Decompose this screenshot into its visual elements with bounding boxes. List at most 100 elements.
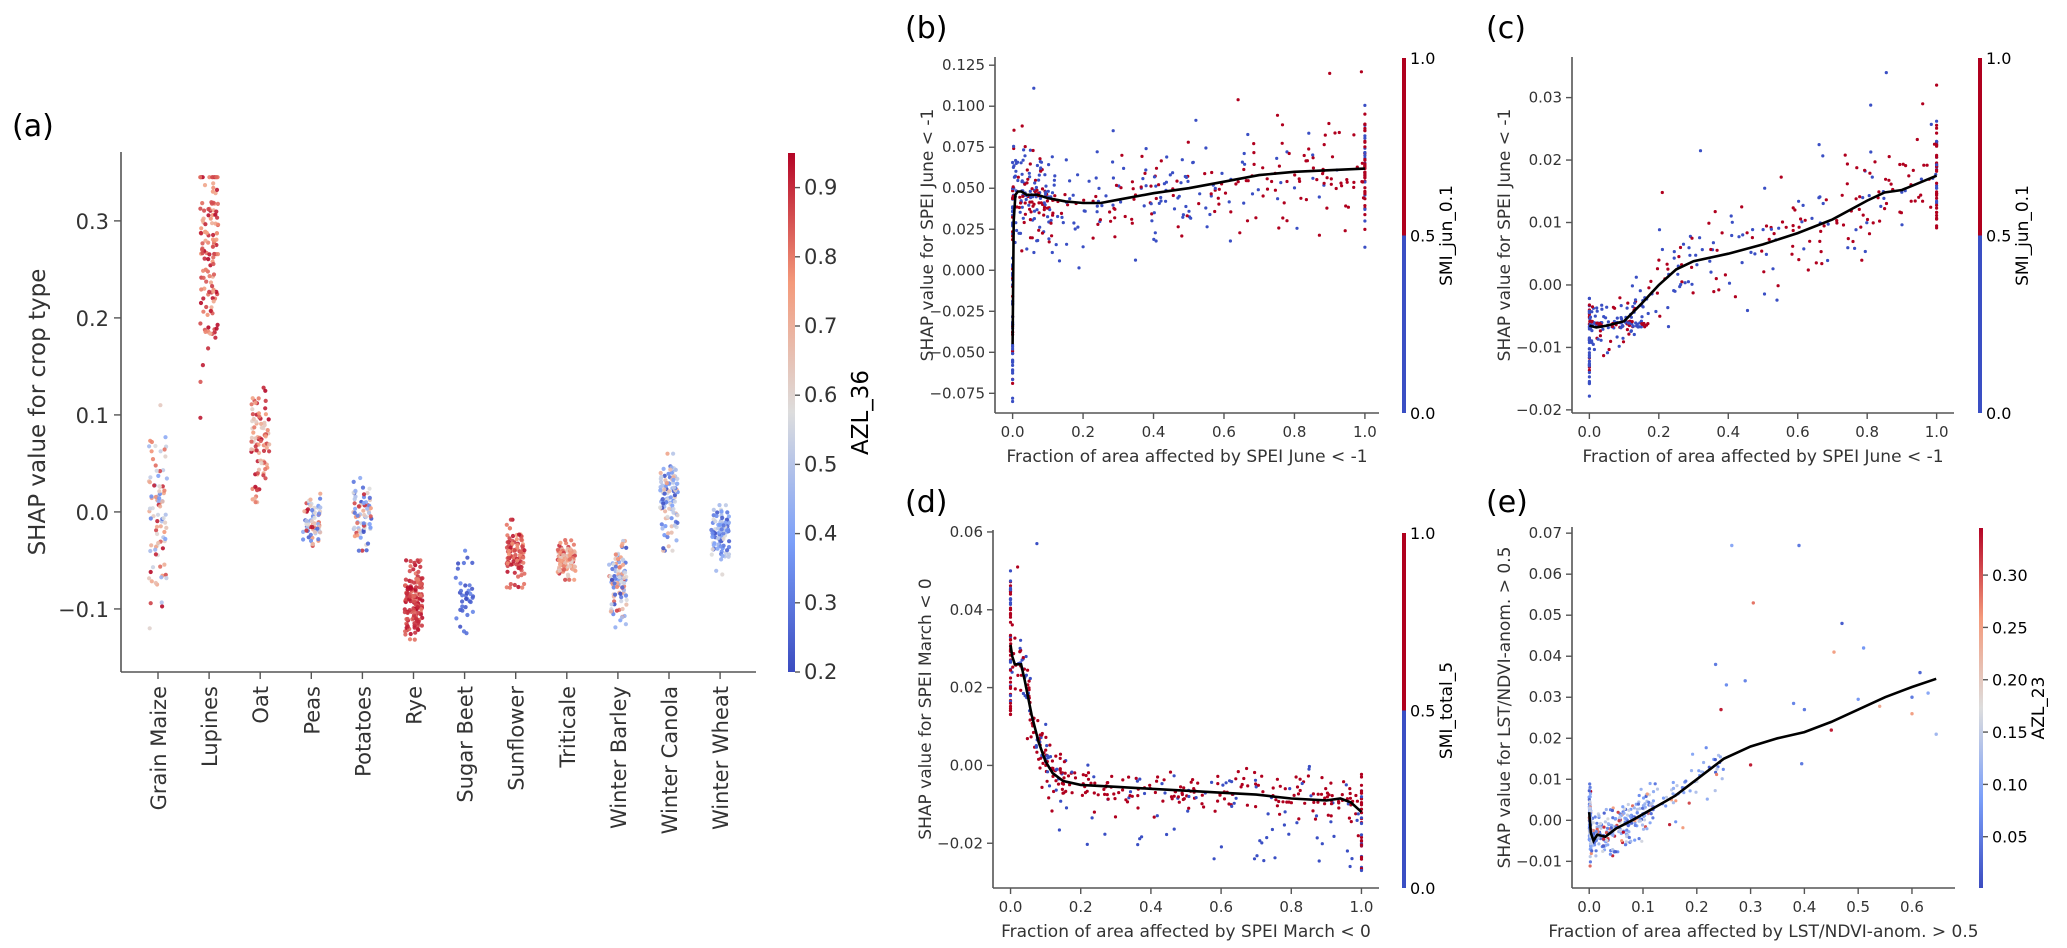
data-point <box>1821 201 1825 206</box>
data-point <box>355 533 360 538</box>
data-point <box>412 610 417 615</box>
data-point <box>253 436 258 441</box>
data-point <box>1298 179 1302 183</box>
data-point <box>1054 768 1058 772</box>
data-point <box>1851 239 1855 244</box>
data-point <box>147 480 152 485</box>
data-point <box>1034 185 1038 190</box>
data-point <box>250 407 255 412</box>
y-tick-label: −0.02 <box>937 834 983 852</box>
data-point <box>214 187 220 192</box>
data-point <box>1218 793 1222 797</box>
data-point <box>198 321 203 326</box>
data-point <box>1209 192 1213 196</box>
data-point <box>1104 194 1108 198</box>
data-point <box>255 471 260 476</box>
data-point <box>1587 370 1591 375</box>
data-point <box>1063 193 1067 197</box>
y-tick-label: 0.0 <box>76 501 109 525</box>
data-point <box>515 546 520 551</box>
data-point <box>1153 790 1157 795</box>
colorbar-high-segment <box>1402 58 1406 236</box>
data-point <box>411 594 416 599</box>
data-point <box>616 557 621 562</box>
data-point <box>160 546 165 551</box>
data-point <box>1270 179 1274 184</box>
trend-line <box>1011 167 1365 345</box>
data-point <box>1011 165 1016 169</box>
data-point <box>1010 623 1014 627</box>
data-point <box>1316 792 1320 796</box>
data-point <box>1587 340 1591 345</box>
data-point <box>1619 304 1623 308</box>
data-point <box>1882 196 1886 200</box>
data-point <box>1350 857 1354 861</box>
data-point <box>1611 816 1615 820</box>
data-point <box>1598 329 1602 333</box>
colorbar-tick-label: 0.05 <box>1992 828 2028 847</box>
data-point <box>1660 190 1664 195</box>
data-point <box>1616 810 1620 814</box>
data-point <box>156 540 161 546</box>
data-point <box>154 468 159 473</box>
data-point <box>1008 712 1013 717</box>
data-point <box>1327 121 1331 126</box>
data-point <box>1242 167 1246 172</box>
data-point <box>1348 791 1352 796</box>
data-point <box>1641 827 1646 831</box>
data-point <box>356 504 361 509</box>
data-point <box>506 555 511 560</box>
data-point <box>1325 795 1329 799</box>
data-point <box>621 562 626 567</box>
data-point <box>150 565 156 570</box>
data-point <box>1588 792 1592 796</box>
data-point <box>1730 233 1734 238</box>
data-point <box>1045 779 1049 783</box>
data-point <box>1258 839 1262 843</box>
data-point <box>1008 602 1013 607</box>
data-point <box>1626 824 1630 828</box>
y-tick-label: 0.03 <box>1529 688 1562 706</box>
data-point <box>1356 812 1360 816</box>
data-point <box>504 585 509 590</box>
data-point <box>1626 802 1630 807</box>
data-point <box>1680 280 1684 284</box>
data-point <box>1835 219 1839 223</box>
data-point <box>1630 284 1634 288</box>
data-point <box>1671 786 1676 791</box>
data-point <box>1588 837 1592 841</box>
data-point <box>662 491 667 496</box>
data-point <box>1044 735 1048 740</box>
data-point <box>407 637 413 642</box>
panel-label: (b) <box>905 11 947 46</box>
data-point <box>719 509 724 514</box>
data-point <box>312 529 318 535</box>
data-point <box>609 577 615 582</box>
data-point <box>1639 319 1643 323</box>
data-point <box>1261 166 1265 170</box>
data-point <box>1008 592 1013 596</box>
data-point <box>1588 782 1592 786</box>
data-point <box>1359 791 1364 795</box>
data-point <box>1635 811 1639 815</box>
data-point <box>1105 793 1109 797</box>
x-tick-label: 1.0 <box>1925 423 1949 441</box>
data-point <box>725 510 730 515</box>
data-point <box>1359 803 1364 807</box>
data-point <box>355 520 360 526</box>
data-point <box>1056 214 1060 219</box>
data-point <box>1210 780 1214 785</box>
data-point <box>1323 802 1327 806</box>
data-point <box>1587 375 1591 379</box>
data-point <box>1200 802 1204 806</box>
data-point <box>1023 145 1027 149</box>
data-point <box>1216 799 1220 803</box>
data-point <box>1154 196 1158 201</box>
colorbar-gradient <box>1979 528 1983 888</box>
data-point <box>1152 175 1157 179</box>
data-point <box>463 605 468 610</box>
data-point <box>265 428 270 433</box>
data-point <box>203 238 208 243</box>
data-point <box>1587 362 1591 366</box>
data-point <box>1179 785 1183 789</box>
